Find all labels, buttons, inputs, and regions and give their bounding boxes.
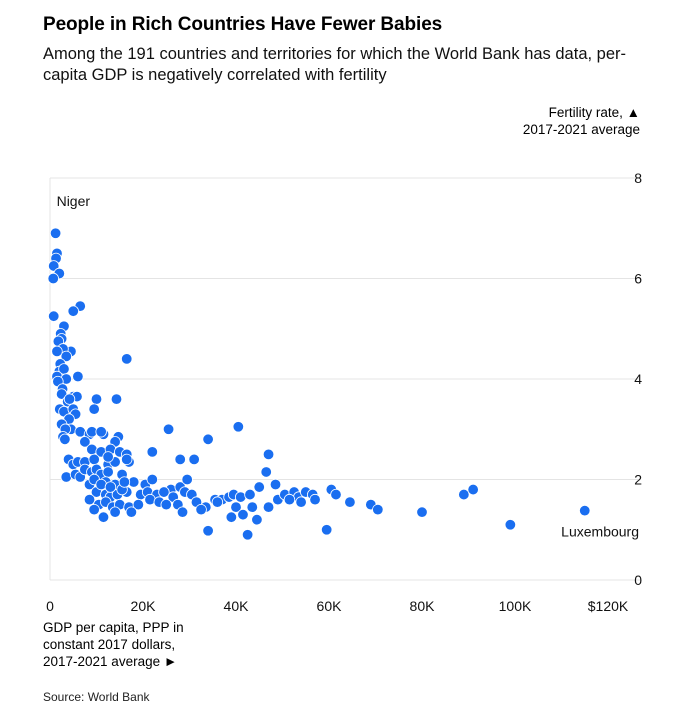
data-point [253,481,265,493]
data-point [104,481,117,493]
data-point [234,491,247,503]
data-point [262,501,275,513]
y-tick-label: 0 [634,572,642,588]
data-point [146,473,159,486]
data-point [181,473,193,486]
data-point [225,511,238,523]
data-point [110,393,123,405]
source-note: Source: World Bank [43,690,150,704]
data-point [230,501,242,513]
data-point [95,478,107,491]
data-point [269,478,282,491]
data-point [202,525,214,537]
y-tick-label: 8 [634,170,642,186]
data-point [74,426,86,438]
data-point [146,446,159,458]
annotation-label: Luxembourg [561,524,639,540]
data-point [232,421,245,433]
data-point [160,498,172,511]
data-point [202,433,214,446]
data-point [90,393,103,405]
data-point [320,524,333,536]
x-tick-label: 0 [46,598,54,614]
data-point [132,498,145,511]
data-point [372,503,384,516]
data-point [51,345,63,358]
data-point [504,519,517,531]
x-tick-label: 80K [410,598,436,614]
x-tick-label: 20K [131,598,157,614]
data-point [195,503,207,516]
data-point [158,486,170,498]
data-point [244,488,256,501]
data-point [467,483,479,496]
data-point [88,503,100,516]
data-point [121,353,133,365]
data-point [59,433,71,446]
annotation-label: Niger [57,193,91,209]
data-point [95,426,107,438]
y-tick-label: 6 [634,271,642,287]
data-point [63,393,76,405]
x-tick-label: 60K [317,598,343,614]
data-point [330,488,342,501]
chart-subtitle: Among the 191 countries and territories … [43,45,627,84]
data-point [260,466,272,478]
y-axis-label: Fertility rate, ▲ 2017-2021 average [522,105,640,137]
x-axis-ticks: 0 20K 40K 60K 80K 100K $120K [46,598,629,614]
data-point [309,493,321,506]
data-point [246,501,258,513]
data-point [67,305,79,317]
data-point [211,496,224,508]
data-point [176,506,189,518]
data-point [162,423,175,435]
data-point [416,506,428,518]
data-point [88,403,100,415]
x-tick-label: $120K [588,598,629,614]
data-point [579,504,591,517]
data-point [144,493,156,506]
data-point [83,493,96,506]
data-point [97,511,110,523]
data-point [102,451,114,463]
data-point [344,496,356,508]
annotations: Niger Luxembourg [57,193,639,539]
data-point [295,496,307,508]
data-point [118,476,131,488]
data-point [47,272,59,285]
data-point [109,506,121,518]
y-tick-label: 2 [634,472,642,488]
data-point [60,471,72,483]
data-point [88,453,100,466]
data-point [79,436,91,448]
data-point [188,453,200,466]
x-tick-label: 100K [499,598,532,614]
data-point [48,310,60,322]
data-point [49,227,62,239]
grid-lines [50,177,640,581]
y-tick-label: 4 [634,371,642,387]
data-point [251,514,263,526]
data-point [72,370,84,383]
x-axis-label: GDP per capita, PPP in constant 2017 dol… [43,620,184,669]
x-tick-label: 40K [224,598,250,614]
data-point [60,350,72,363]
data-points [47,227,591,541]
data-point [174,453,186,466]
data-point [458,488,470,501]
data-point [262,448,275,461]
data-point [241,529,254,541]
data-point [86,443,98,456]
data-point [283,493,296,506]
data-point [121,453,133,466]
data-point [125,506,138,518]
y-axis-ticks: 0 2 4 6 8 [634,170,642,588]
data-point [102,466,114,478]
chart-title: People in Rich Countries Have Fewer Babi… [43,14,443,35]
data-point [237,508,249,521]
